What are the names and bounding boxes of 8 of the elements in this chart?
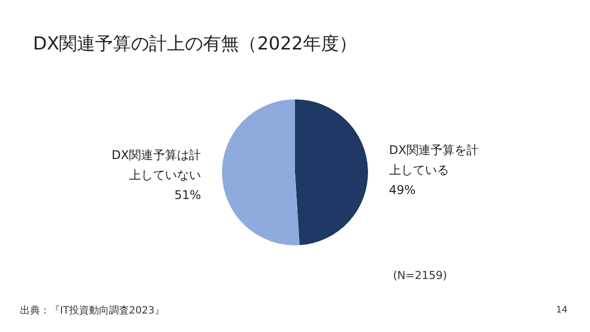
chart-title: DX関連予算の計上の有無（2022年度）: [33, 34, 357, 54]
slice-label: DX関連予算は計上していない: [112, 148, 202, 182]
data-label: 51%: [174, 188, 202, 202]
text: 14: [556, 306, 568, 316]
source-note: 出典：『IT投資動向調査2023』: [20, 304, 165, 316]
data-label: 49%: [388, 182, 416, 197]
slice-label: DX関連予算を計上している: [388, 142, 478, 177]
text: (N=2159): [393, 269, 448, 282]
